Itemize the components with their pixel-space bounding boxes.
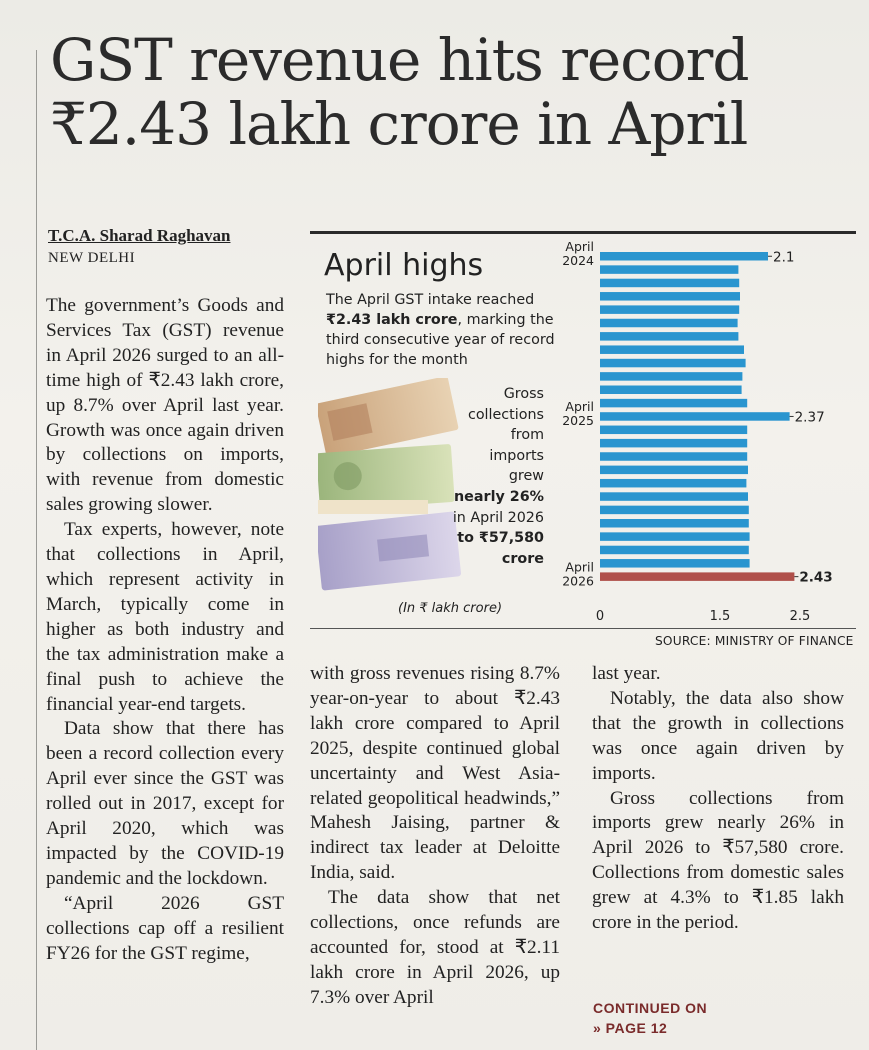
data-label: 2.1 — [773, 249, 794, 265]
bar — [600, 265, 739, 274]
note-line: collections — [467, 406, 544, 423]
note-line: crore — [501, 550, 544, 567]
paragraph: with gross revenues rising 8.7% year-on-… — [310, 663, 560, 884]
data-label: 2.43 — [799, 570, 832, 586]
bar — [600, 372, 743, 381]
category-label: 2026 — [562, 573, 594, 588]
continued-label: CONTINUED ON — [593, 1000, 708, 1016]
article-column-2: with gross revenues rising 8.7% year-on-… — [310, 662, 560, 1011]
imports-note: Gross collections from imports grew near… — [444, 384, 544, 569]
headline-line-1: GST revenue hits record — [50, 26, 750, 94]
category-label: April — [565, 240, 594, 254]
graphic-intro: The April GST intake reached ₹2.43 lakh … — [326, 290, 556, 370]
paragraph: The government’s Goods and Services Tax … — [46, 295, 284, 516]
category-label: 2025 — [562, 413, 594, 428]
bar — [600, 412, 790, 421]
bar — [600, 345, 744, 354]
category-label: 2024 — [562, 253, 594, 268]
category-label: April — [565, 399, 594, 414]
bar — [600, 305, 740, 314]
bar — [600, 292, 740, 301]
paragraph: last year. — [592, 663, 661, 684]
bar — [600, 519, 749, 528]
byline: T.C.A. Sharad Raghavan — [48, 226, 231, 245]
bar — [600, 318, 738, 328]
bar — [600, 492, 748, 501]
bar — [600, 438, 748, 448]
bar — [600, 332, 739, 341]
x-tick-label: 0 — [596, 609, 604, 624]
paragraph: Gross collections from imports grew near… — [592, 787, 844, 934]
bar — [600, 385, 742, 394]
bar — [600, 559, 750, 568]
data-label: 2.37 — [795, 409, 825, 425]
x-tick-label: 1.5 — [710, 609, 731, 624]
note-line: Gross — [503, 386, 544, 402]
x-tick-label: 2.5 — [790, 609, 811, 624]
paragraph: Tax experts, however, note that collecti… — [46, 519, 284, 715]
bar — [600, 278, 740, 288]
note-line: nearly 26% — [454, 488, 544, 505]
dateline: NEW DELHI — [48, 250, 136, 266]
continued-on: CONTINUED ON » PAGE 12 — [593, 998, 707, 1038]
graphic-top-rule — [310, 231, 856, 234]
graphic-title: April highs — [324, 248, 484, 283]
category-label: April — [565, 559, 594, 574]
headline-line-2: ₹2.43 lakh crore in April — [50, 90, 748, 158]
bar — [600, 425, 748, 435]
intro-text-end: , marking the third consecutive year of … — [326, 312, 555, 368]
intro-bold: ₹2.43 lakh crore — [326, 312, 458, 328]
headline: GST revenue hits record ₹2.43 lakh crore… — [50, 28, 860, 156]
bar — [600, 358, 746, 368]
paragraph: The data show that net collections, once… — [310, 887, 560, 1008]
bar — [600, 478, 747, 488]
note-line: from — [510, 427, 544, 444]
bar — [600, 452, 748, 461]
currency-notes-illustration — [318, 378, 462, 591]
paragraph: Data show that there has been a record c… — [46, 718, 284, 889]
bar — [600, 398, 748, 408]
unit-label: (In ₹ lakh crore) — [398, 601, 503, 616]
paragraph: Notably, the data also show that the gro… — [592, 687, 844, 784]
bar — [600, 532, 750, 541]
bar — [600, 252, 768, 261]
intro-text: The April GST intake reached — [326, 292, 535, 308]
column-rule — [36, 50, 37, 1050]
bar — [600, 572, 795, 581]
paragraph: “April 2026 GST collections cap off a re… — [46, 892, 284, 964]
note-line: in April 2026 — [452, 509, 544, 526]
bar — [600, 465, 748, 475]
note-line: imports — [489, 447, 544, 464]
article-column-3: last year. Notably, the data also show t… — [592, 662, 844, 936]
note-line: grew — [508, 468, 544, 485]
note-line: to ₹57,580 — [457, 530, 544, 547]
source-label: SOURCE: MINISTRY OF FINANCE — [655, 634, 854, 648]
continued-page: » PAGE 12 — [593, 1020, 668, 1036]
bar — [600, 545, 749, 555]
bar — [600, 505, 749, 515]
article-column-1: The government’s Goods and Services Tax … — [46, 294, 284, 966]
graphic-bottom-rule — [310, 628, 856, 629]
